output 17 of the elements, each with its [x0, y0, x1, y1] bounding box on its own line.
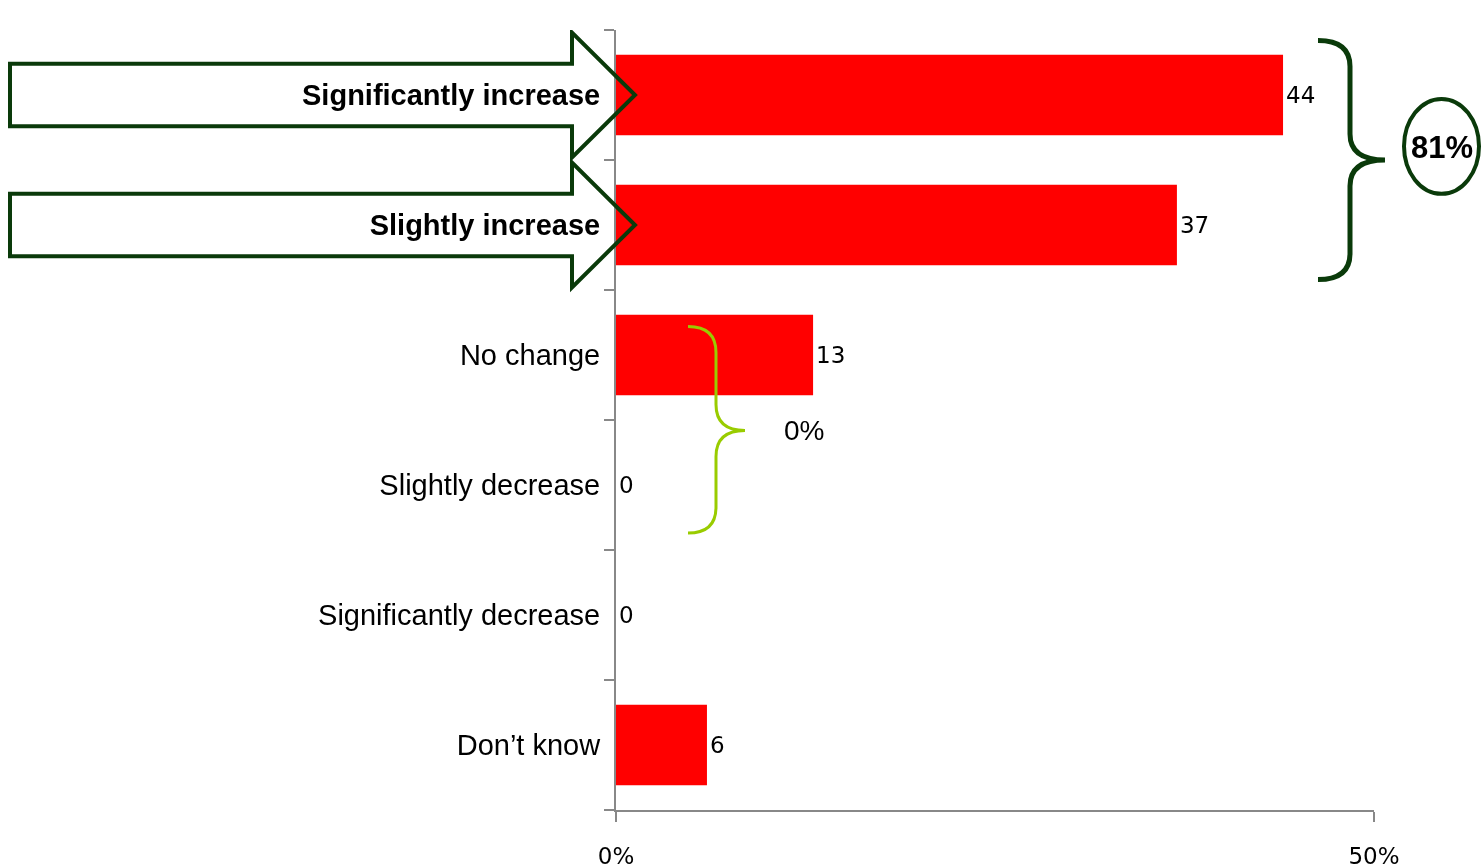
y-tick-label: Don’t know	[456, 729, 602, 762]
annotation: 0%	[784, 415, 825, 446]
x-tick-label: 50%	[1348, 842, 1400, 867]
y-tick-label: No change	[459, 339, 601, 372]
text: 81%	[1411, 130, 1474, 165]
data-label: 0	[619, 472, 634, 498]
data-label: 44	[1286, 82, 1316, 108]
data-label: 6	[709, 732, 725, 758]
bar	[616, 704, 707, 786]
data-label: 13	[816, 342, 846, 368]
y-tick-label: Slightly increase	[369, 209, 601, 242]
y-tick-label: Significantly decrease	[318, 599, 601, 632]
y-tick-label: Slightly decrease	[379, 469, 601, 502]
data-label: 0	[619, 602, 634, 628]
y-tick-label: Significantly increase	[302, 79, 601, 112]
bar	[616, 314, 814, 396]
data-label: 37	[1179, 212, 1210, 238]
